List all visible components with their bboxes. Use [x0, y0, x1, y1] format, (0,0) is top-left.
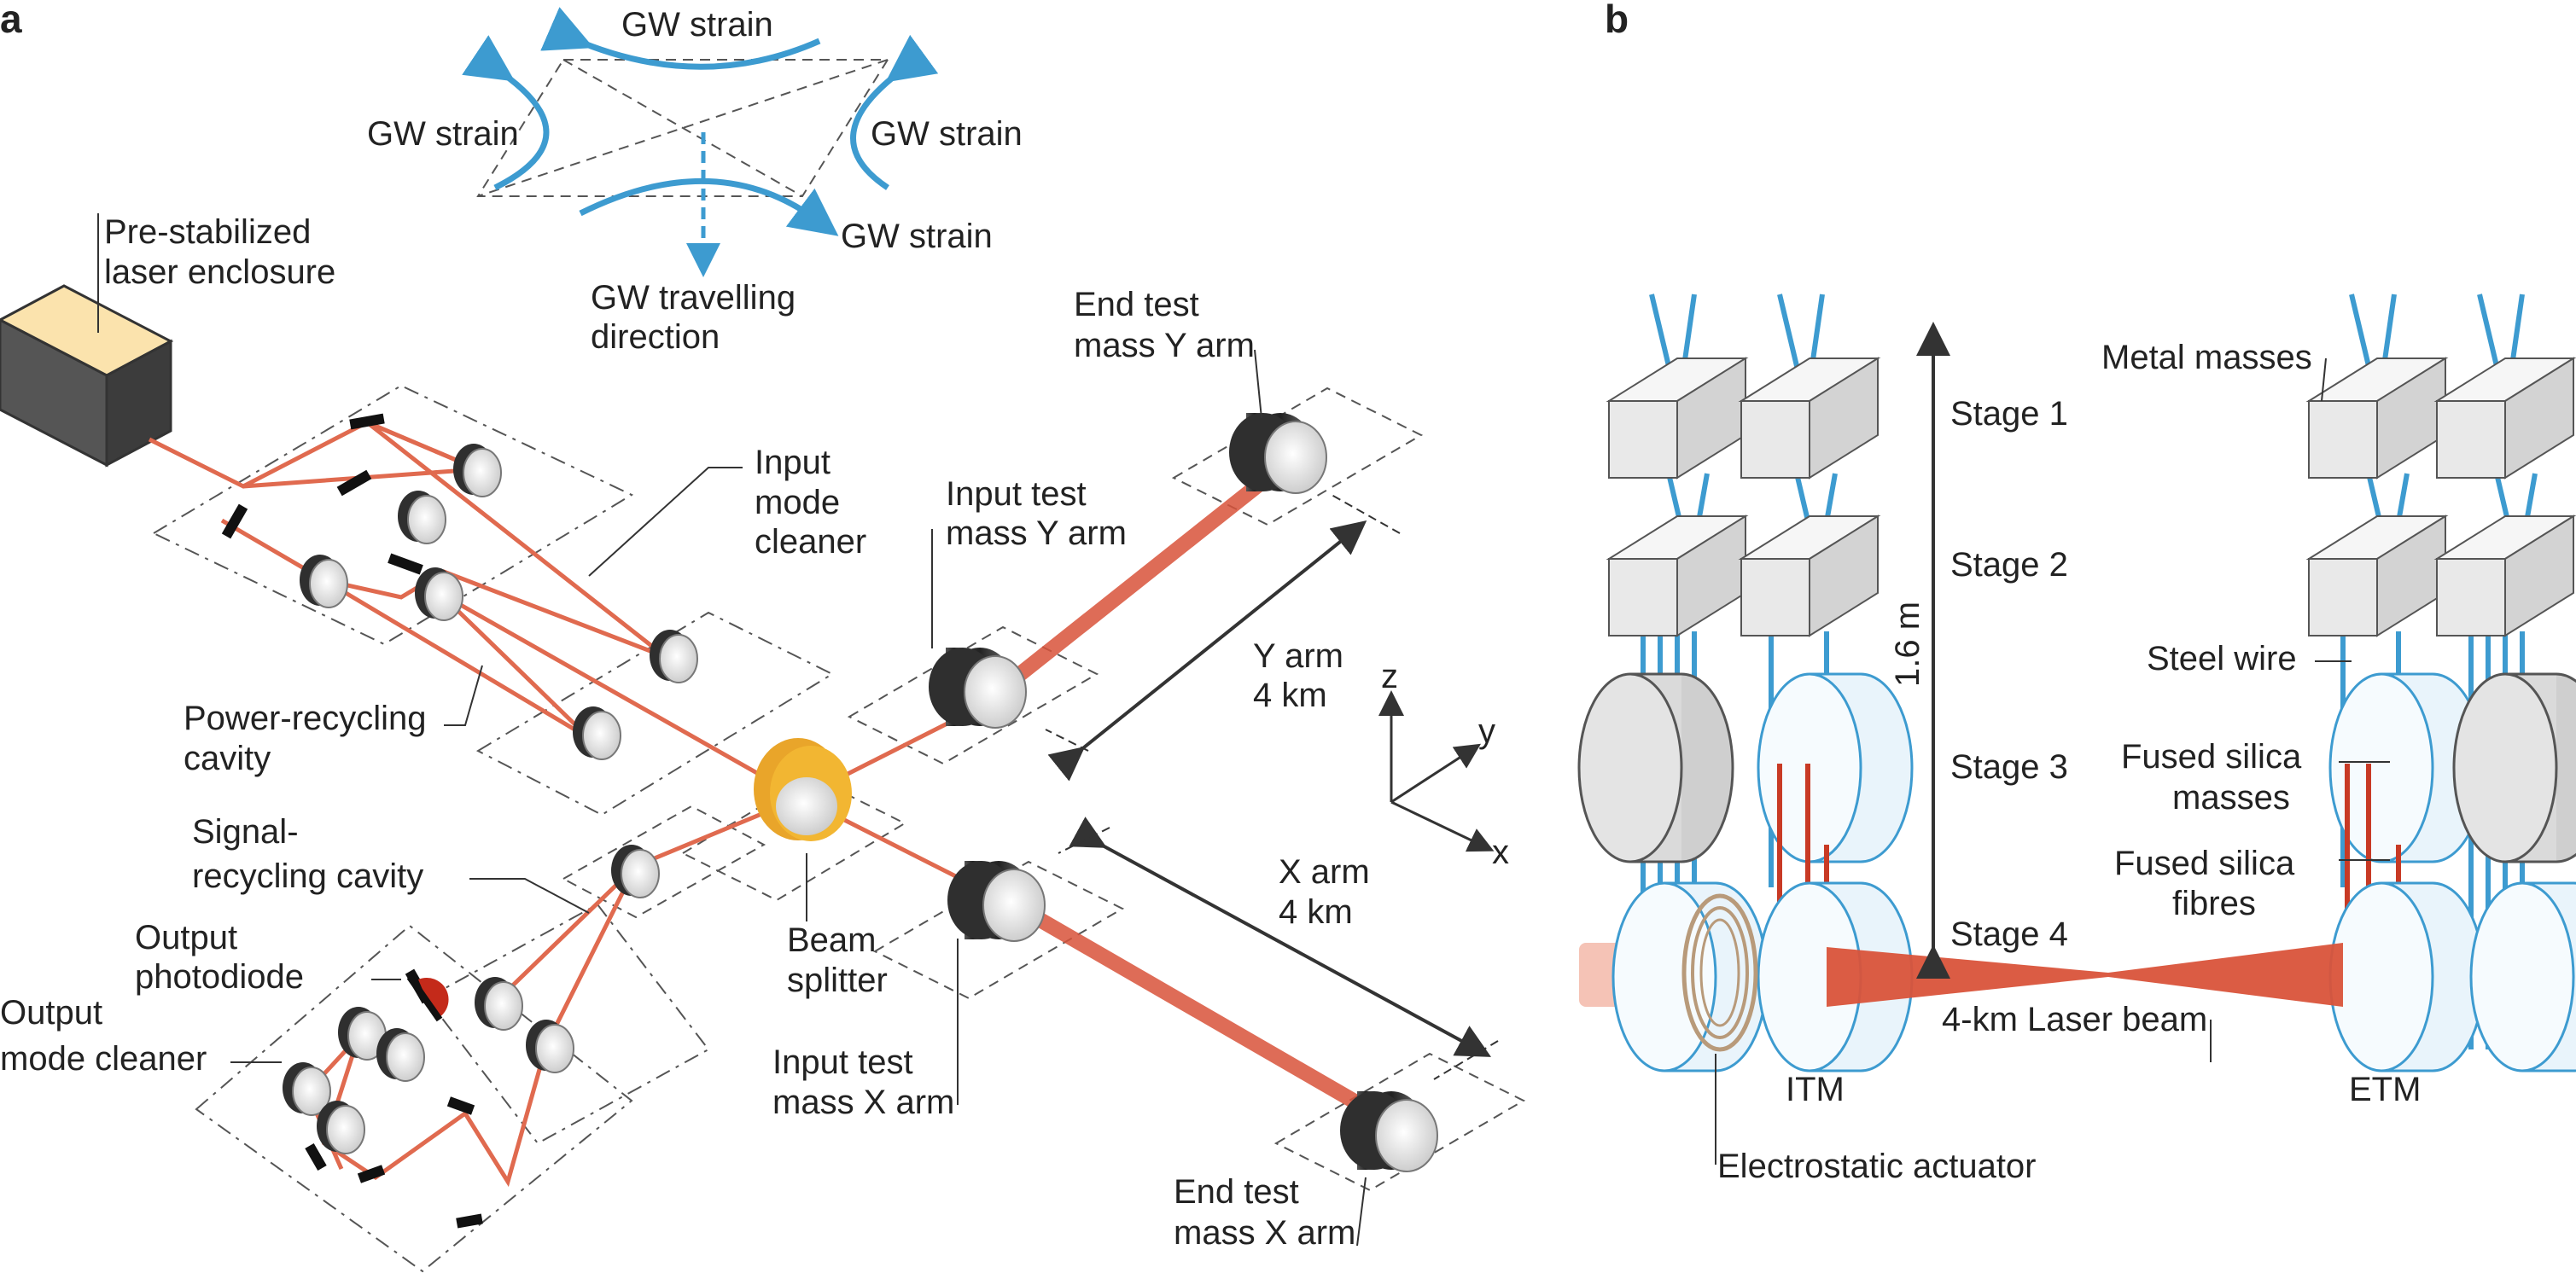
fs-fibres-label-1: Fused silica	[2114, 845, 2295, 882]
end-test-mass-x	[1339, 1090, 1438, 1172]
beam-splitter	[754, 738, 852, 841]
gw-strain-right-label: GW strain	[871, 115, 1023, 153]
y-arm-label-2: 4 km	[1253, 677, 1327, 714]
omc-label-2: mode cleaner	[0, 1040, 207, 1078]
panel-label-a: a	[0, 0, 22, 41]
interferometer-layout: z y x Pre-stabilized laser enclosure Inp…	[0, 213, 1526, 1273]
itmx-label-2: mass X arm	[772, 1084, 954, 1121]
prc-platform	[475, 611, 835, 817]
beam-imc-lower	[220, 518, 667, 660]
gw-strain-diagram: GW strain GW strain GW strain GW strain …	[367, 6, 1023, 356]
y-arm-length-arrow	[1047, 520, 1367, 782]
four-km-laser-beam	[1827, 943, 2343, 1007]
etmx-label-2: mass X arm	[1174, 1214, 1355, 1252]
metal-masses-label: Metal masses	[2101, 339, 2312, 376]
x-arm-length-arrow	[1069, 817, 1492, 1057]
etmy-label-1: End test	[1074, 286, 1199, 323]
end-test-mass-y	[1228, 412, 1327, 494]
prc-label-1: Power-recycling	[184, 700, 427, 737]
etmx-platform	[1273, 1052, 1526, 1192]
fs-fibres-label-2: fibres	[2172, 885, 2256, 922]
fs-masses-label-1: Fused silica	[2121, 738, 2302, 776]
itmy-label-1: Input test	[946, 475, 1087, 513]
stage4-label: Stage 4	[1950, 916, 2068, 953]
prc-label-2: cavity	[184, 740, 271, 777]
gw-arrow-bottom	[579, 177, 839, 236]
imc-label-2: mode	[755, 484, 840, 521]
beam-prc	[323, 578, 802, 800]
etm-test-mass	[2328, 881, 2486, 1072]
laser-enclosure	[0, 284, 174, 468]
coordinate-axes: z y x	[1378, 658, 1509, 871]
metal-mass-box-1b	[1740, 357, 1879, 479]
gw-strain-top-label: GW strain	[621, 6, 773, 44]
src-platform-small	[561, 805, 766, 919]
etmy-label-2: mass Y arm	[1074, 327, 1255, 364]
src-platform	[425, 903, 710, 1145]
itm-label: ITM	[1786, 1071, 1845, 1108]
laser-label-2: laser enclosure	[104, 253, 335, 291]
imc-platform	[151, 384, 634, 646]
gw-direction-label-1: GW travelling	[591, 279, 796, 317]
gw-arrow-left	[462, 35, 550, 191]
axis-y-label: y	[1478, 712, 1495, 750]
beam-imc-loop	[242, 420, 667, 659]
metal-mass-box-1a	[1608, 357, 1746, 479]
omc-label-1: Output	[0, 994, 102, 1032]
suspension-diagram: 1.6 m Stage 1 Stage 2 Stage 3 Stage 4 Me…	[1577, 294, 2576, 1185]
photodiode-label-2: photodiode	[135, 958, 304, 996]
axis-z-label: z	[1381, 658, 1398, 695]
photodiode-label-1: Output	[135, 919, 237, 956]
stage3-metal-mass-right	[2452, 672, 2576, 863]
metal-mass-box-2d	[2436, 515, 2574, 636]
src-label-2: recycling cavity	[192, 857, 423, 895]
itmx-label-1: Input test	[772, 1043, 913, 1081]
gw-arrow-right	[850, 34, 939, 190]
metal-mass-box-1c	[2308, 357, 2446, 479]
omc-platform	[195, 924, 633, 1273]
x-arm-label-1: X arm	[1279, 853, 1370, 891]
input-test-mass-x	[947, 860, 1046, 942]
stage3-label: Stage 3	[1950, 748, 2068, 786]
electrostatic-actuator	[1681, 893, 1758, 1052]
steel-wire-label: Steel wire	[2147, 640, 2297, 677]
stage4-reaction-mass-etm	[2469, 881, 2576, 1072]
stage2-label: Stage 2	[1950, 546, 2068, 584]
input-test-mass-y	[928, 647, 1027, 729]
actuator-label: Electrostatic actuator	[1717, 1148, 2037, 1185]
metal-mass-box-2b	[1740, 515, 1879, 636]
gw-arrow-top	[540, 7, 821, 70]
bs-label-1: Beam	[787, 921, 877, 959]
axis-x-label: x	[1492, 834, 1509, 871]
beam-src	[493, 795, 801, 1047]
stage3-metal-mass-left	[1577, 672, 1734, 863]
gw-direction-label-2: direction	[591, 318, 720, 356]
laser-label-1: Pre-stabilized	[104, 213, 311, 251]
x-arm-label-2: 4 km	[1279, 893, 1353, 931]
stage1-label: Stage 1	[1950, 395, 2068, 433]
gw-strain-left-label: GW strain	[367, 115, 519, 153]
bs-label-2: splitter	[787, 962, 888, 999]
metal-mass-box-2c	[2308, 515, 2446, 636]
imc-label-3: cleaner	[755, 523, 866, 561]
itmy-label-2: mass Y arm	[946, 514, 1127, 552]
y-arm-label-1: Y arm	[1253, 637, 1343, 675]
panel-label-b: b	[1605, 0, 1629, 41]
metal-mass-box-2a	[1608, 515, 1746, 636]
src-label-1: Signal-	[192, 813, 299, 851]
output-photodiode	[406, 974, 449, 1022]
metal-mass-box-1d	[2436, 357, 2574, 479]
etmx-label-1: End test	[1174, 1173, 1299, 1211]
fs-masses-label-2: masses	[2172, 779, 2290, 817]
laser-beam-label: 4-km Laser beam	[1942, 1001, 2207, 1038]
height-label: 1.6 m	[1889, 602, 1926, 687]
imc-label-1: Input	[755, 444, 830, 481]
gw-strain-bottom-label: GW strain	[841, 218, 993, 255]
beam-laser-to-imc	[148, 420, 479, 489]
etm-label: ETM	[2349, 1071, 2421, 1108]
